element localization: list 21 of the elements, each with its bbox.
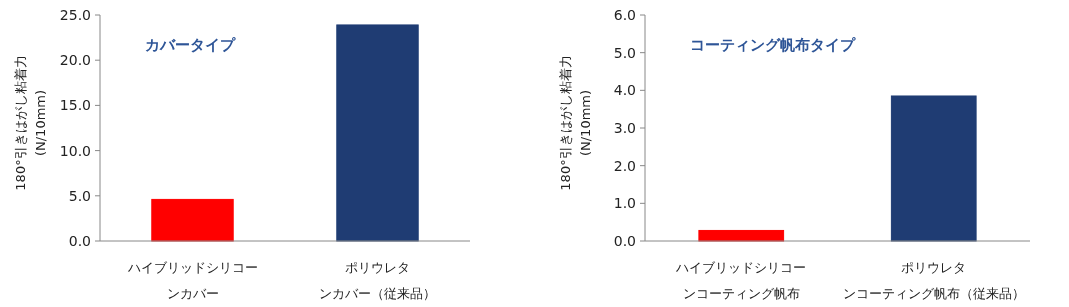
y-tick-label: 15.0 <box>59 97 91 114</box>
y-tick-label: 5.0 <box>68 187 91 204</box>
y-axis-title: 180°引きはがし粘着力 (N/10mm) <box>13 55 48 191</box>
y-tick-label: 5.0 <box>613 44 636 61</box>
x-tick-label: ハイブリッドシリコーンカバー <box>126 260 258 301</box>
x-tick-label: ポリウレタンカバー（従来品） <box>319 260 436 301</box>
y-tick-label: 10.0 <box>59 142 91 159</box>
x-tick-label: ハイブリッドシリコーンコーティング帆布 <box>675 260 807 301</box>
y-tick-label: 0.0 <box>613 233 636 249</box>
text: カバータイプ <box>145 36 236 54</box>
y-tick-label: 1.0 <box>613 195 636 212</box>
y-tick-label: 25.0 <box>59 7 91 23</box>
text: コーティング帆布タイプ <box>690 36 856 54</box>
y-tick-label: 3.0 <box>613 120 636 136</box>
y-tick-label: 20.0 <box>59 52 91 69</box>
y-tick-label: 0.0 <box>68 233 91 249</box>
y-tick-label: 4.0 <box>613 82 636 99</box>
y-tick-label: 2.0 <box>613 157 636 174</box>
y-axis-title: 180°引きはがし粘着力 (N/10mm) <box>558 55 593 191</box>
x-tick-label: ポリウレタンコーティング帆布（従来品） <box>842 260 1025 301</box>
y-tick-label: 6.0 <box>613 7 636 23</box>
